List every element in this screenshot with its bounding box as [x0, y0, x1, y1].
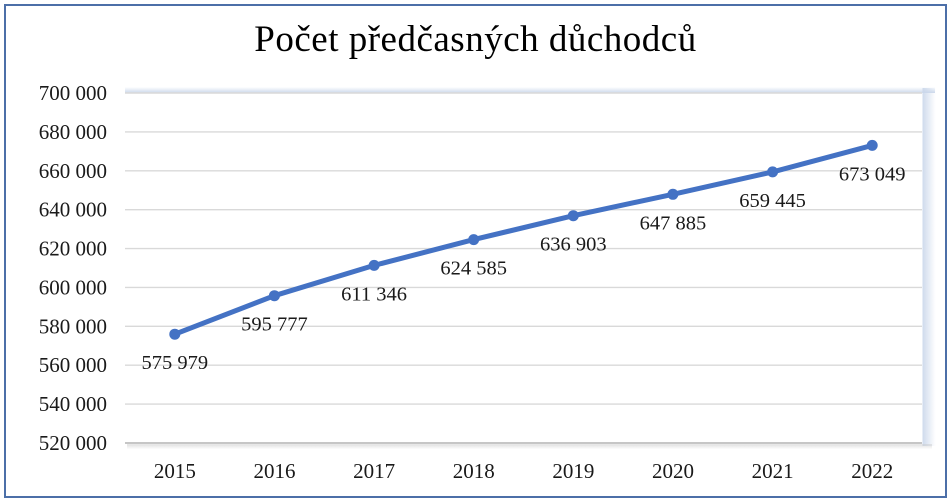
data-label: 595 777 [241, 314, 308, 336]
data-point-marker [567, 210, 579, 222]
data-label: 659 445 [739, 190, 806, 212]
plot-top-glow [125, 87, 935, 93]
data-point-marker [667, 188, 679, 200]
x-tick-label: 2018 [453, 459, 495, 483]
plot-right-glow [922, 88, 936, 446]
data-label: 624 585 [440, 258, 507, 280]
y-tick-label: 660 000 [39, 159, 107, 183]
data-point-marker [169, 328, 181, 340]
y-tick-label: 540 000 [39, 392, 107, 416]
x-tick-label: 2021 [752, 459, 794, 483]
data-label: 575 979 [141, 352, 208, 374]
x-axis-shadow [127, 444, 932, 450]
y-tick-label: 520 000 [39, 431, 107, 455]
data-label: 611 346 [341, 283, 407, 305]
data-point-marker [866, 139, 878, 151]
data-point-marker [468, 234, 480, 246]
data-label: 636 903 [540, 234, 607, 256]
x-tick-label: 2017 [353, 459, 395, 483]
y-tick-label: 620 000 [39, 237, 107, 261]
y-tick-label: 680 000 [39, 120, 107, 144]
data-label: 673 049 [839, 163, 906, 185]
data-label: 647 885 [640, 212, 707, 234]
chart-title: Počet předčasných důchodců [254, 19, 697, 60]
data-point-marker [767, 166, 779, 178]
y-tick-label: 640 000 [39, 198, 107, 222]
y-tick-label: 600 000 [39, 275, 107, 299]
x-tick-label: 2022 [851, 459, 893, 483]
y-tick-label: 560 000 [39, 353, 107, 377]
x-tick-label: 2016 [253, 459, 295, 483]
y-tick-label: 580 000 [39, 314, 107, 338]
x-tick-label: 2015 [154, 459, 196, 483]
data-series-line [172, 142, 875, 337]
data-point-marker [268, 290, 280, 302]
x-tick-label: 2020 [652, 459, 694, 483]
data-point-marker [368, 259, 380, 271]
x-tick-label: 2019 [552, 459, 594, 483]
y-tick-label: 700 000 [39, 81, 107, 105]
